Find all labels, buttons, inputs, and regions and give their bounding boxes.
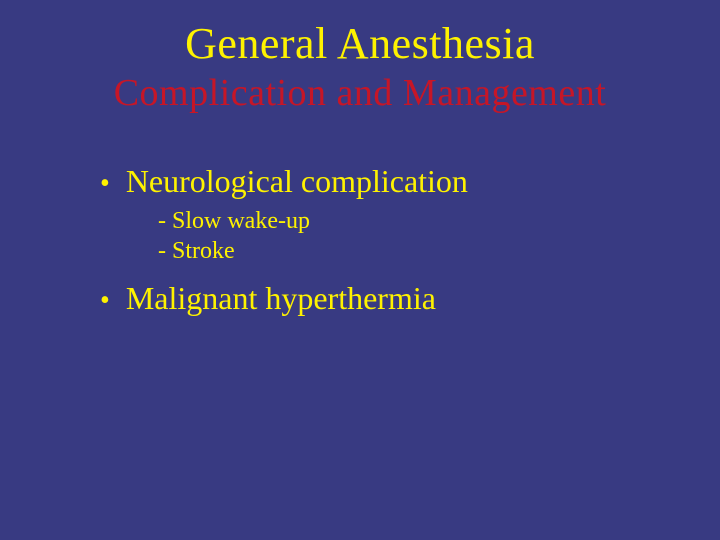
bullet-marker-icon: • bbox=[100, 170, 110, 198]
sub-items-group: - Slow wake-up - Stroke bbox=[158, 206, 720, 266]
bullet-item: • Neurological complication bbox=[100, 163, 720, 200]
slide-subtitle: Complication and Management bbox=[0, 71, 720, 115]
bullet-item: • Malignant hyperthermia bbox=[100, 280, 720, 317]
bullet-marker-icon: • bbox=[100, 287, 110, 315]
bullet-text: Malignant hyperthermia bbox=[126, 280, 436, 317]
sub-item: - Stroke bbox=[158, 236, 720, 266]
slide-content: • Neurological complication - Slow wake-… bbox=[100, 163, 720, 317]
sub-item: - Slow wake-up bbox=[158, 206, 720, 236]
bullet-text: Neurological complication bbox=[126, 163, 468, 200]
slide-title: General Anesthesia bbox=[0, 0, 720, 69]
